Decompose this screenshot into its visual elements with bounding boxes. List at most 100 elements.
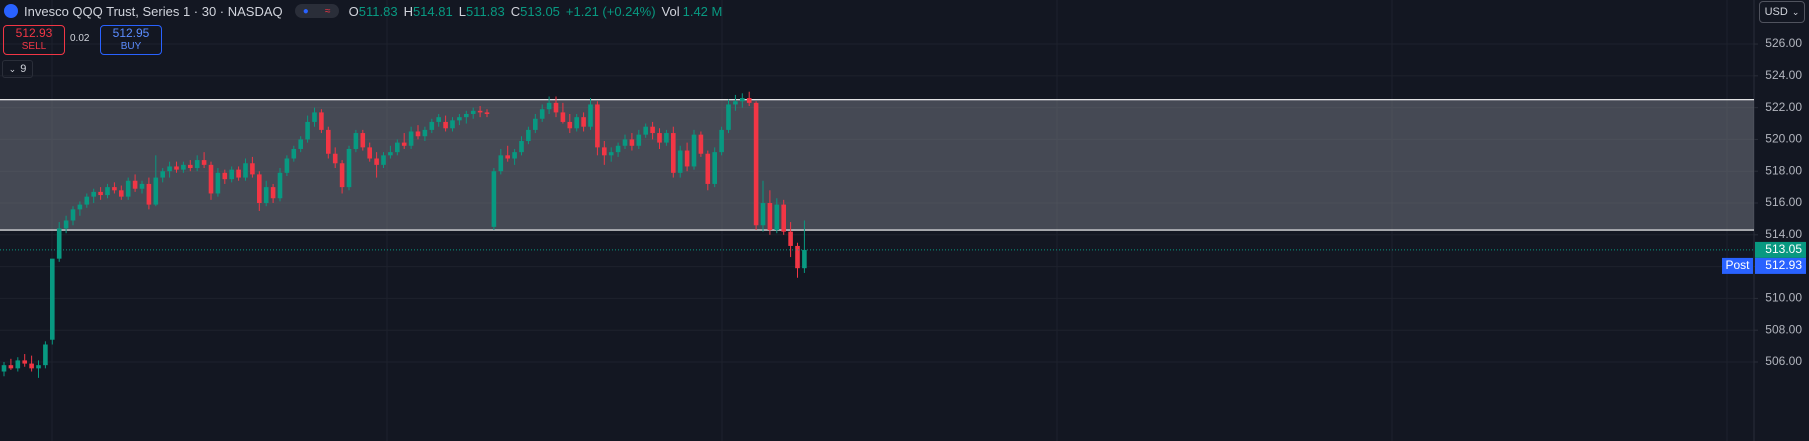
ohlc-value: 511.83 [358, 3, 398, 19]
indicators-toggle[interactable]: ⌄ 9 [2, 60, 33, 78]
candle-body [132, 180, 138, 189]
candle-body [29, 363, 34, 369]
candle-body [691, 134, 697, 167]
candle-body [519, 141, 524, 153]
y-tick-label: 520.00 [1765, 132, 1802, 146]
ohlc-key: H [403, 3, 413, 19]
candle-body [160, 171, 165, 178]
ohlc: O511.83 H514.81 L511.83 C513.05 [349, 4, 560, 19]
volume-key: Vol [661, 3, 680, 19]
candle-body [629, 139, 635, 146]
buy-label: BUY [120, 41, 142, 52]
candle-body [153, 177, 159, 205]
candle-body [1, 365, 7, 372]
candle-body [112, 187, 117, 191]
y-tick-label: 526.00 [1765, 36, 1802, 50]
candle-body [698, 134, 704, 154]
y-tick-label: 522.00 [1765, 100, 1802, 114]
candle-body [43, 344, 48, 366]
candle-body [22, 360, 27, 364]
change: +1.21 (+0.24%) [565, 3, 656, 19]
ohlc-key: L [458, 3, 466, 19]
candle-body [346, 148, 352, 188]
buy-button[interactable]: 512.95 BUY [100, 25, 162, 55]
candle-body [381, 155, 386, 165]
candle-body [374, 158, 379, 165]
candle-body [608, 152, 614, 156]
candle-body [319, 112, 324, 130]
candle-body [588, 104, 593, 127]
ohlc-key: C [510, 3, 521, 19]
currency: USD [1764, 6, 1788, 18]
ohlc-value: 513.05 [520, 3, 560, 19]
candle-body [484, 112, 490, 114]
candle-body [477, 110, 483, 113]
candle-body [139, 183, 145, 189]
candle-body [560, 112, 566, 122]
candle-body [470, 110, 476, 114]
candle-body [602, 147, 607, 156]
symbol-title[interactable]: Invesco QQQ Trust, Series 1 · 30 · NASDA… [24, 3, 283, 19]
indicators-count: 9 [20, 63, 27, 75]
candle-body [408, 131, 414, 146]
candle-body [15, 360, 21, 369]
candle-body [236, 169, 241, 178]
candle-body [622, 139, 628, 146]
candle-body [395, 142, 400, 153]
ohlc-value: 514.81 [412, 3, 453, 19]
candle-body [105, 187, 110, 196]
candle-body [753, 102, 759, 226]
candle-body [643, 126, 648, 135]
candle-body [464, 113, 469, 118]
buy-price: 512.95 [112, 26, 150, 40]
candle-body [229, 169, 234, 180]
candle-body [388, 152, 393, 156]
price-tag: Post [1725, 258, 1750, 272]
candle-body [201, 160, 207, 165]
candle-body [677, 150, 683, 173]
sell-button[interactable]: 512.93 SELL [3, 25, 65, 55]
candle-body [91, 191, 96, 197]
ohlc-value: 511.83 [465, 3, 505, 19]
candle-body [70, 209, 76, 221]
candle-body [291, 148, 297, 159]
candle-body [505, 155, 510, 159]
currency-button[interactable]: USD ⌄ [1759, 1, 1805, 23]
candle-body [795, 245, 800, 269]
candle-body [77, 204, 83, 210]
candle-body [298, 139, 303, 149]
candle-body [360, 133, 366, 148]
candle-body [533, 118, 538, 130]
candle-body [567, 121, 573, 129]
status-pill[interactable]: ● ≈ [294, 4, 339, 18]
candle-body [36, 365, 41, 369]
candle-body [657, 133, 662, 143]
candle-body [436, 117, 441, 122]
price-label: 513.05 [1765, 242, 1802, 256]
price-label-box [1755, 257, 1806, 274]
y-tick-label: 506.00 [1765, 354, 1802, 368]
zone [0, 99, 1754, 231]
candle-body [215, 172, 221, 194]
candle-body [429, 121, 435, 130]
y-tick-label: 510.00 [1765, 291, 1802, 305]
sell-price: 512.93 [15, 26, 53, 40]
candle-body [181, 164, 186, 170]
header: Invesco QQQ Trust, Series 1 · 30 · NASDA… [4, 2, 722, 20]
symbol-logo [4, 4, 18, 18]
candle-body [222, 172, 228, 180]
volume: 1.42 M [682, 3, 723, 19]
candle-body [457, 117, 462, 121]
candle-body [326, 129, 331, 154]
candle-body [125, 180, 131, 197]
candle-body [146, 183, 152, 205]
candle-body [284, 158, 290, 173]
candle-body [119, 190, 124, 197]
candle-body [719, 129, 724, 153]
candle-body [767, 203, 773, 231]
candle-body [581, 117, 586, 127]
candle-body [194, 160, 200, 169]
candle-body [63, 220, 69, 229]
candle-body [546, 102, 552, 110]
